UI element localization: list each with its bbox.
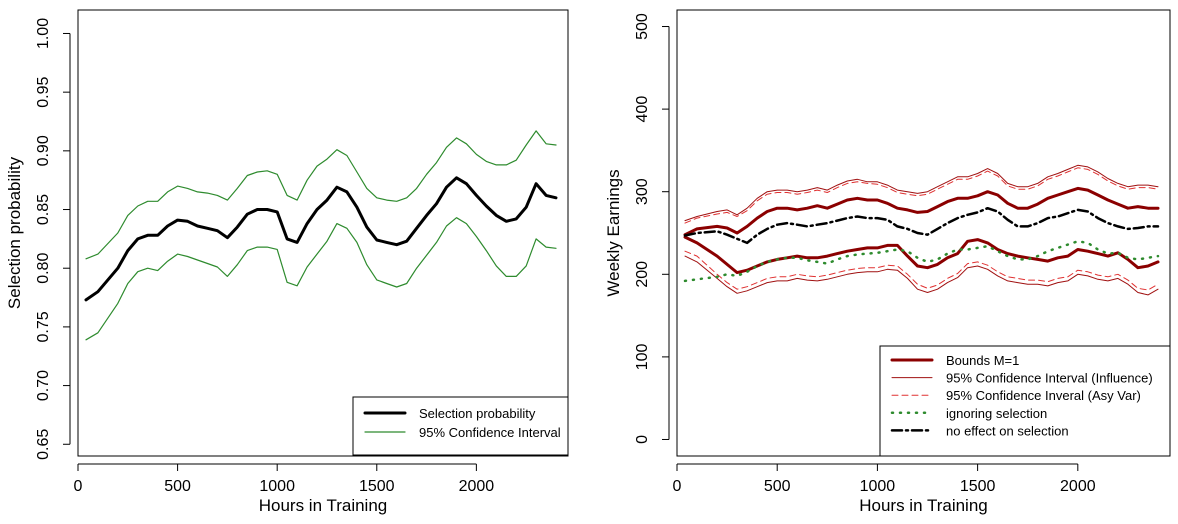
y-tick-label: 300	[634, 178, 651, 205]
legend-label: Selection probability	[419, 406, 536, 421]
y-tick-label: 100	[634, 343, 651, 370]
y-axis-label: Weekly Earnings	[604, 169, 623, 296]
series-line-8	[683, 206, 1160, 245]
y-tick-label: 500	[634, 13, 651, 40]
legend-box	[352, 396, 569, 456]
y-tick-label: 0.80	[35, 253, 52, 284]
x-tick-label: 1000	[860, 478, 896, 495]
x-tick-label: 1000	[259, 478, 295, 495]
series-line-5	[684, 167, 1159, 224]
series-line-6	[684, 250, 1159, 291]
series-line-4	[684, 255, 1159, 296]
y-tick-label: 0.90	[35, 135, 52, 166]
series-line-3	[684, 164, 1159, 222]
x-tick-label: 0	[673, 478, 682, 495]
x-tick-label: 1500	[359, 478, 395, 495]
x-tick-label: 1500	[960, 478, 996, 495]
y-tick-label: 0.75	[35, 311, 52, 342]
y-tick-label: 400	[634, 96, 651, 123]
x-axis-label: Hours in Training	[259, 496, 388, 515]
chart-1: 0 500 1000 1500 2000 Hours in Training 0.65 0.7…	[5, 9, 569, 515]
y-axis-label: Selection probability	[5, 156, 24, 309]
legend-label: 95% Confidence Inveral (Asy Var)	[946, 388, 1141, 403]
legend: Bounds M=1 95% Confidence Interval (Influ…	[879, 345, 1171, 457]
legend: Selection probability 95% Confidence Inte…	[352, 396, 569, 456]
series-line-1	[84, 176, 558, 302]
x-tick-label: 2000	[459, 478, 495, 495]
x-tick-label: 0	[74, 478, 83, 495]
plot-frame	[77, 9, 569, 457]
series-line-2	[683, 235, 1160, 275]
legend-label: 95% Confidence Interval	[419, 425, 561, 440]
y-tick-label: 0.85	[35, 194, 52, 225]
y-tick-label: 200	[634, 261, 651, 288]
legend-label: ignoring selection	[946, 406, 1047, 421]
y-tick-label: 0.95	[35, 76, 52, 107]
series-line-3	[85, 217, 557, 341]
x-tick-label: 2000	[1060, 478, 1096, 495]
y-tick-label: 1.00	[35, 18, 52, 49]
legend-label: 95% Confidence Interval (Influence)	[946, 371, 1153, 386]
x-axis-label: Hours in Training	[859, 496, 988, 515]
y-tick-label: 0.70	[35, 370, 52, 401]
legend-label: no effect on selection	[946, 423, 1069, 438]
series-line-7	[683, 240, 1160, 283]
series-line-1	[683, 186, 1160, 237]
chart-2: 0 500 1000 1500 2000 Hours in Training 0 100 200…	[604, 9, 1171, 515]
legend-label: Bounds M=1	[946, 353, 1019, 368]
legend-box	[879, 345, 1171, 457]
x-tick-label: 500	[764, 478, 791, 495]
series-line-2	[85, 130, 557, 260]
y-tick-label: 0.65	[35, 429, 52, 460]
y-tick-label: 0	[634, 435, 651, 444]
x-tick-label: 500	[164, 478, 191, 495]
